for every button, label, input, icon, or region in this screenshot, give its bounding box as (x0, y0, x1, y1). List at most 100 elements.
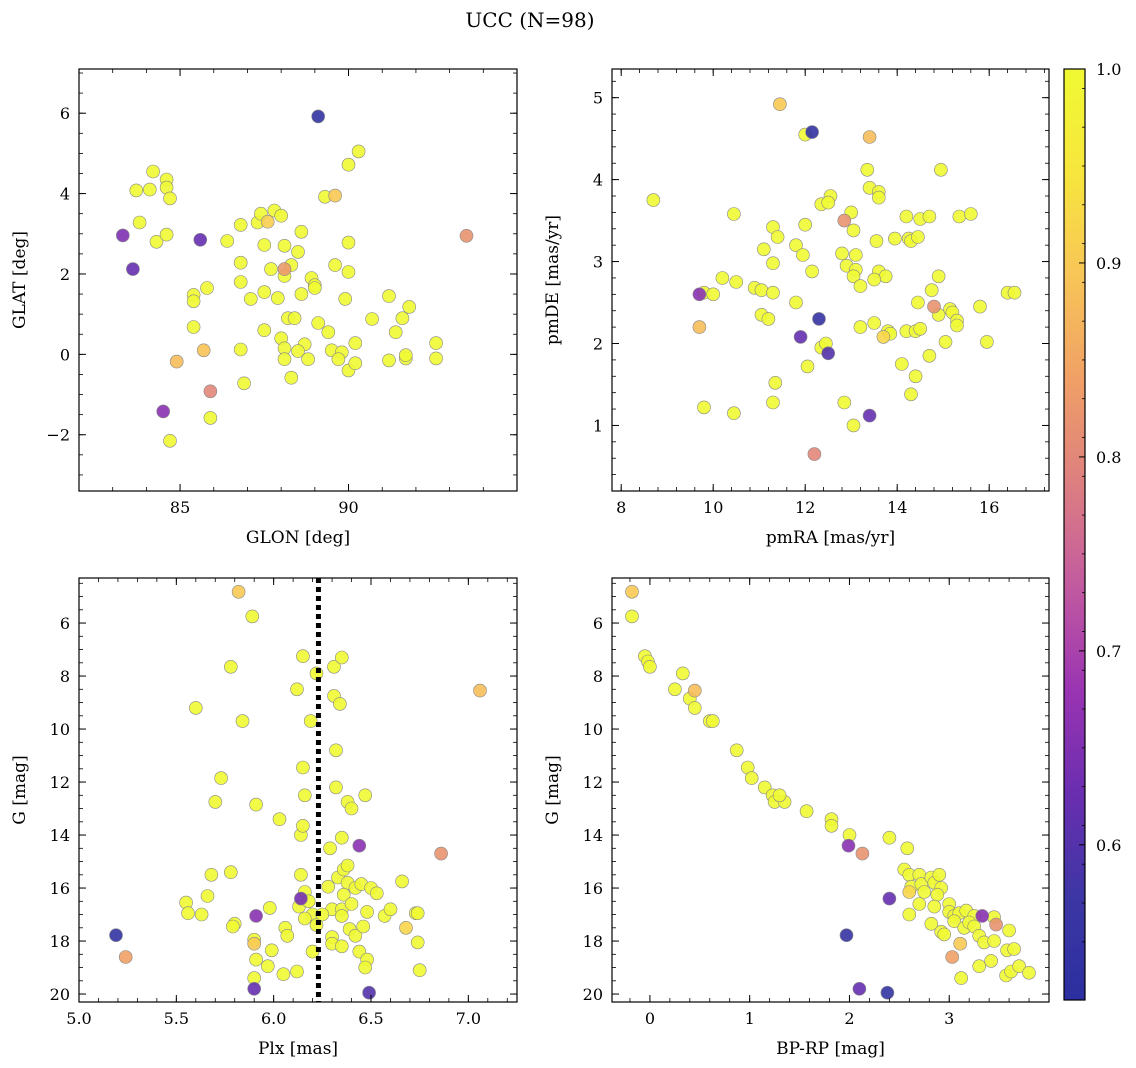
data-point (399, 920, 413, 935)
data-point (902, 907, 917, 922)
data-point (473, 683, 487, 698)
data-point (625, 584, 639, 599)
data-point (882, 891, 897, 906)
data-point (855, 846, 870, 861)
data-point (382, 289, 396, 303)
data-point (947, 914, 962, 929)
data-point (798, 217, 813, 232)
data-point (950, 318, 964, 333)
data-point (369, 886, 384, 901)
y-tick-label: 10 (50, 720, 70, 739)
data-point (973, 299, 987, 314)
data-point (687, 683, 702, 698)
data-point (358, 788, 373, 803)
data-point (296, 760, 310, 775)
data-point (954, 971, 969, 985)
data-point (924, 916, 939, 931)
data-point (321, 325, 336, 340)
figure-title: UCC (N=98) (465, 8, 594, 32)
data-point (132, 215, 147, 230)
data-point (1007, 285, 1022, 300)
data-point (284, 370, 299, 385)
data-point (902, 885, 917, 899)
data-point (799, 804, 814, 819)
x-tick-label: 14 (887, 498, 907, 517)
data-point (116, 228, 130, 243)
data-point (756, 242, 771, 257)
data-point (126, 262, 140, 276)
x-tick-label: 6.5 (358, 1009, 383, 1028)
data-point (805, 264, 819, 279)
data-point (882, 830, 897, 845)
data-point (388, 325, 403, 340)
data-point (341, 235, 356, 250)
data-point (247, 981, 261, 996)
y-tick-label: 10 (583, 720, 603, 739)
data-point (980, 335, 994, 349)
points-plx-g (109, 584, 487, 1000)
data-point (276, 967, 291, 982)
data-point (429, 336, 443, 350)
data-point (835, 246, 849, 261)
data-point (860, 163, 875, 177)
data-point (927, 899, 942, 914)
data-point (383, 902, 398, 917)
data-point (812, 312, 826, 326)
x-tick-label: 7.0 (456, 1009, 481, 1028)
data-point (876, 330, 891, 344)
y-tick-label: 6 (593, 614, 603, 633)
data-point (163, 433, 177, 448)
data-point (196, 343, 211, 358)
y-tick-label: 20 (583, 985, 603, 1004)
axes-frame (611, 68, 1050, 492)
data-point (334, 650, 349, 665)
data-point (894, 357, 909, 371)
data-point (348, 356, 363, 371)
data-point (761, 312, 776, 326)
y-tick-label: 16 (583, 879, 603, 898)
data-point (233, 275, 248, 289)
data-point (344, 897, 359, 911)
data-point (852, 981, 867, 996)
data-point (846, 269, 861, 284)
data-point (789, 295, 803, 310)
data-point (824, 818, 839, 833)
data-point (912, 897, 927, 911)
data-point (768, 375, 783, 390)
data-point (668, 682, 682, 697)
data-point (766, 285, 780, 300)
data-point (867, 272, 882, 287)
data-point (334, 939, 349, 954)
data-point (340, 858, 355, 873)
data-point (848, 248, 863, 262)
data-point (987, 934, 1001, 948)
y-tick-label: 18 (583, 932, 603, 951)
data-point (290, 682, 304, 697)
data-point (805, 125, 819, 139)
data-point (297, 911, 312, 926)
data-point (402, 300, 417, 314)
data-point (341, 265, 356, 279)
axes-frame (78, 577, 518, 1003)
data-point (911, 295, 925, 310)
data-point (846, 418, 861, 433)
y-tick-label: 12 (583, 773, 603, 792)
data-point (395, 874, 409, 889)
x-tick-label: 3 (944, 1009, 954, 1028)
data-point (924, 283, 939, 298)
data-point (200, 889, 215, 903)
data-point (189, 701, 203, 715)
y-tick-label: 4 (593, 171, 603, 190)
y-tick-label: 4 (60, 185, 70, 204)
data-point (434, 846, 448, 861)
y-axis-label: pmDE [mas/yr] (543, 215, 563, 345)
data-point (429, 351, 443, 366)
data-point (146, 164, 160, 179)
colorbar-tick-label: 0.6 (1096, 836, 1121, 855)
x-tick-label: 90 (338, 498, 358, 517)
data-point (395, 311, 410, 326)
y-tick-label: 3 (593, 253, 603, 272)
